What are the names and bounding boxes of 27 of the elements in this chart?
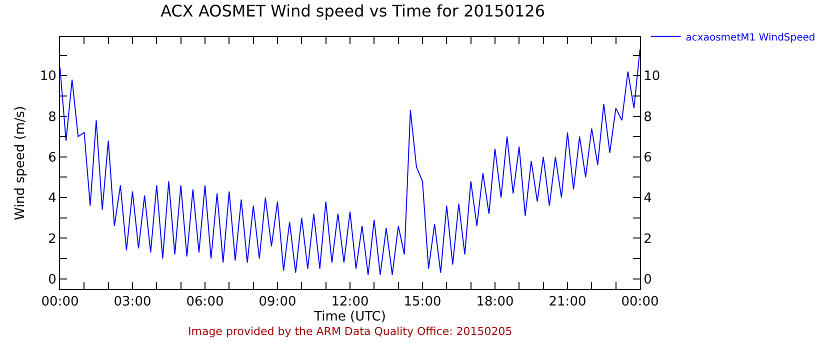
x-tick-label: 15:00 xyxy=(404,294,442,310)
x-axis-title: Time (UTC) xyxy=(313,310,386,325)
x-tick-label: 12:00 xyxy=(331,294,369,310)
y-tick-label: 10 xyxy=(40,69,56,84)
y-tick-label: 6 xyxy=(48,150,56,166)
y2-tick-label: 0 xyxy=(644,272,652,288)
x-tick-label: 09:00 xyxy=(258,294,296,310)
x-tick-label: 03:00 xyxy=(114,294,152,310)
y-axis-title: Wind speed (m/s) xyxy=(13,106,28,220)
line-series xyxy=(60,48,640,276)
x-tick-label: 00:00 xyxy=(41,294,79,310)
y-tick-label: 2 xyxy=(48,232,56,247)
y2-tick-label: 8 xyxy=(644,110,652,125)
y2-tick-label: 4 xyxy=(644,191,652,206)
legend-label: acxaosmetM1 WindSpeed xyxy=(686,32,816,44)
y-tick-label: 4 xyxy=(48,191,56,206)
x-tick-label: 06:00 xyxy=(186,294,224,310)
y-tick-label: 0 xyxy=(48,272,56,288)
y-tick-label: 8 xyxy=(48,110,56,125)
y2-tick-label: 6 xyxy=(644,150,652,166)
chart-title: ACX AOSMET Wind speed vs Time for 20150126 xyxy=(160,1,546,20)
y2-tick-label: 2 xyxy=(644,232,652,247)
x-tick-label: 00:00 xyxy=(621,294,659,310)
text: Image provided by the ARM Data Quality Office: 20150205 xyxy=(188,325,512,338)
y2-tick-label: 10 xyxy=(644,69,660,84)
x-tick-label: 21:00 xyxy=(548,294,586,310)
x-tick-label: 18:00 xyxy=(476,294,514,310)
